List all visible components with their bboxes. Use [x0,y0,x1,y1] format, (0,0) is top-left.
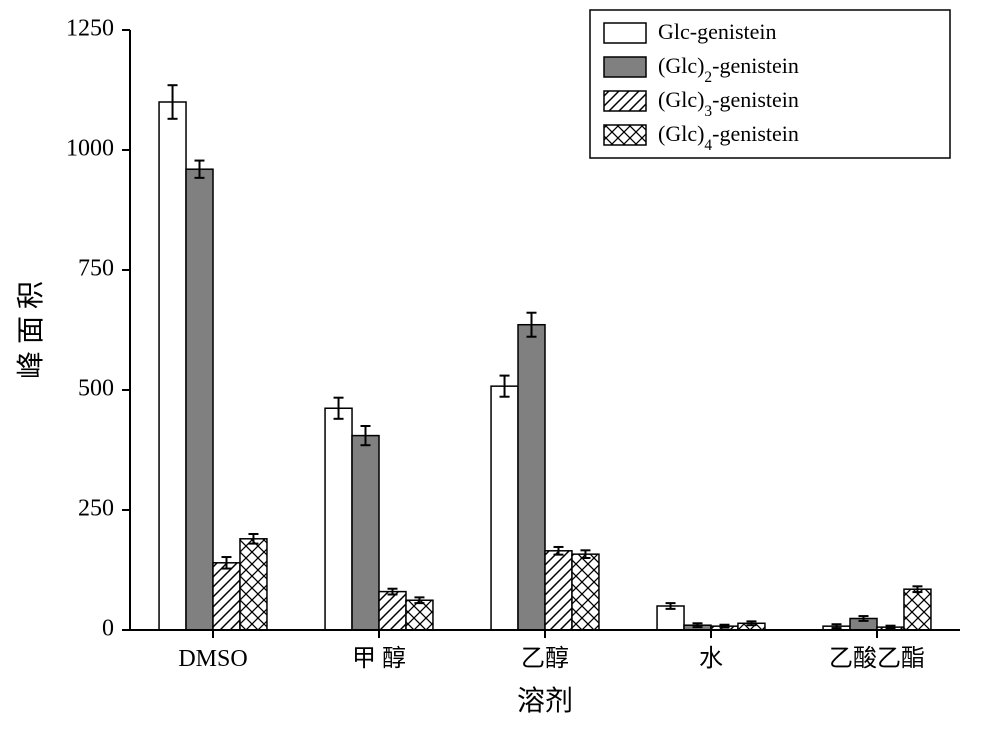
y-tick-label: 250 [78,496,114,522]
legend-swatch [604,23,646,43]
x-axis-label: 溶剂 [517,685,573,717]
bar [159,102,186,630]
bar [518,325,545,630]
bar [240,539,267,630]
bar [379,592,406,630]
legend-label: Glc-genistein [658,19,777,44]
x-tick-label: 乙醇 [521,645,569,672]
bar [352,436,379,630]
x-tick-label: DMSO [178,646,247,672]
bar [406,600,433,630]
chart-container: 0 250 500 750 1000 1250 DMSO 甲 醇 乙醇 水 乙酸乙酯 峰 面 积溶剂 G… [0,0,1000,740]
legend-swatch [604,91,646,111]
legend-swatch [604,125,646,145]
bar-chart: 0 250 500 750 1000 1250 DMSO 甲 醇 乙醇 水 乙酸乙酯 峰 面 积溶剂 G… [0,0,1000,740]
y-tick-label: 500 [78,376,114,402]
bar [491,386,518,630]
bar [325,408,352,630]
y-tick-label: 750 [78,256,114,282]
x-tick-label: 甲 醇 [352,645,406,672]
bars-group [159,85,931,630]
y-axis-label: 峰 面 积 [15,281,47,379]
legend-swatch [604,57,646,77]
bar [904,589,931,630]
x-tick-label: 乙酸乙酯 [829,645,925,672]
y-tick-label: 1250 [66,16,114,42]
bar [186,169,213,630]
bar [545,551,572,630]
bar [572,554,599,630]
y-tick-label: 1000 [66,136,114,162]
bar [213,563,240,630]
x-tick-label: 水 [699,645,723,672]
y-tick-label: 0 [102,616,114,642]
legend: Glc-genistein(Glc)2-genistein(Glc)3-geni… [590,10,950,158]
